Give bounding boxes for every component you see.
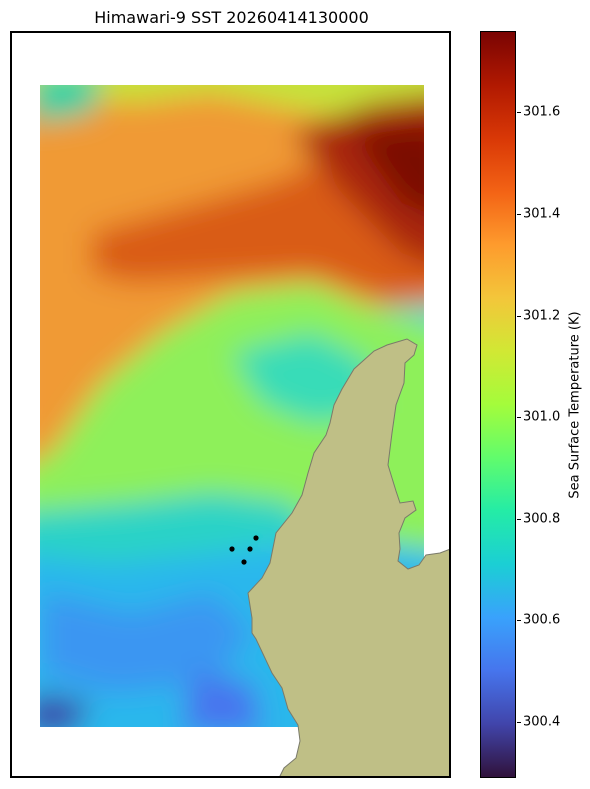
colorbar-tick-label: 301.4 <box>523 206 561 222</box>
map-panel[interactable] <box>10 31 451 778</box>
colorbar-tick <box>517 722 521 724</box>
station-marker <box>241 559 247 565</box>
colorbar-tick <box>517 315 521 317</box>
map-title: Himawari-9 SST 20260414130000 <box>94 8 369 27</box>
colorbar-tick-label: 300.8 <box>523 511 561 527</box>
station-marker <box>253 535 259 541</box>
colorbar-label: Sea Surface Temperature (K) <box>567 311 583 499</box>
colorbar-tick-label: 300.4 <box>523 714 561 730</box>
colorbar-tick <box>517 112 521 114</box>
colorbar-tick-label: 300.6 <box>523 612 561 628</box>
colorbar-tick <box>517 213 521 215</box>
colorbar-tick <box>517 518 521 520</box>
colorbar-tick <box>517 417 521 419</box>
station-marker <box>229 546 235 552</box>
station-marker <box>247 546 253 552</box>
colorbar-tick-label: 301.0 <box>523 409 561 425</box>
colorbar-tick-label: 301.2 <box>523 308 561 324</box>
station-markers <box>229 535 259 565</box>
colorbar <box>480 31 516 778</box>
sst-map <box>40 85 449 776</box>
colorbar-tick <box>517 620 521 622</box>
colorbar-tick-label: 301.6 <box>523 104 561 120</box>
land-mass <box>247 338 449 776</box>
